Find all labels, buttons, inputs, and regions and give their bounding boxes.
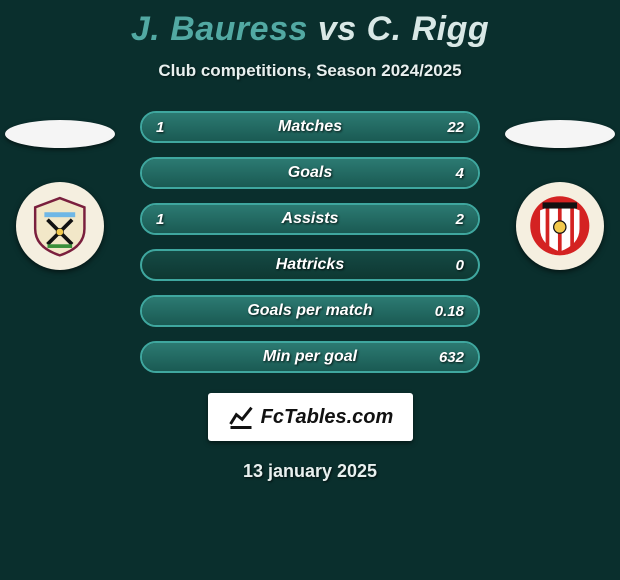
title: J. Bauress vs C. Rigg — [0, 10, 620, 49]
right-crest — [516, 182, 604, 270]
stat-value-right: 2 — [456, 211, 464, 228]
stat-row-goals-per-match: Goals per match 0.18 — [140, 295, 480, 327]
stat-value-right: 0 — [456, 257, 464, 274]
stat-row-hattricks: Hattricks 0 — [140, 249, 480, 281]
stat-label: Assists — [282, 210, 339, 228]
brand-text: FcTables.com — [261, 406, 394, 429]
stat-label: Min per goal — [263, 348, 357, 366]
stat-value-right: 632 — [439, 349, 464, 366]
left-crest — [16, 182, 104, 270]
brand-link[interactable]: FcTables.com — [208, 393, 413, 441]
left-flag — [5, 120, 115, 148]
stat-row-min-per-goal: Min per goal 632 — [140, 341, 480, 373]
stat-row-goals: Goals 4 — [140, 157, 480, 189]
chart-icon — [227, 403, 255, 431]
stat-label: Goals — [288, 164, 332, 182]
stat-value-right: 0.18 — [435, 303, 464, 320]
stat-value-left: 1 — [156, 119, 164, 136]
stat-label: Matches — [278, 118, 342, 136]
stat-row-matches: 1 Matches 22 — [140, 111, 480, 143]
stat-label: Hattricks — [276, 256, 344, 274]
left-badge-column — [0, 120, 120, 270]
date-text: 13 january 2025 — [0, 461, 620, 482]
sunderland-crest-icon — [529, 195, 591, 257]
player2-name: C. Rigg — [367, 10, 489, 48]
burnley-crest-icon — [29, 195, 91, 257]
stat-row-assists: 1 Assists 2 — [140, 203, 480, 235]
vs-text: vs — [318, 10, 357, 48]
stat-fill-left — [142, 113, 155, 141]
subtitle: Club competitions, Season 2024/2025 — [0, 61, 620, 81]
stat-label: Goals per match — [247, 302, 372, 320]
stat-value-right: 4 — [456, 165, 464, 182]
player1-name: J. Bauress — [131, 10, 308, 48]
right-badge-column — [500, 120, 620, 270]
comparison-card: J. Bauress vs C. Rigg Club competitions,… — [0, 0, 620, 482]
right-flag — [505, 120, 615, 148]
stat-value-left: 1 — [156, 211, 164, 228]
stats-list: 1 Matches 22 Goals 4 1 Assists 2 Hattric… — [140, 111, 480, 373]
stat-value-right: 22 — [447, 119, 464, 136]
